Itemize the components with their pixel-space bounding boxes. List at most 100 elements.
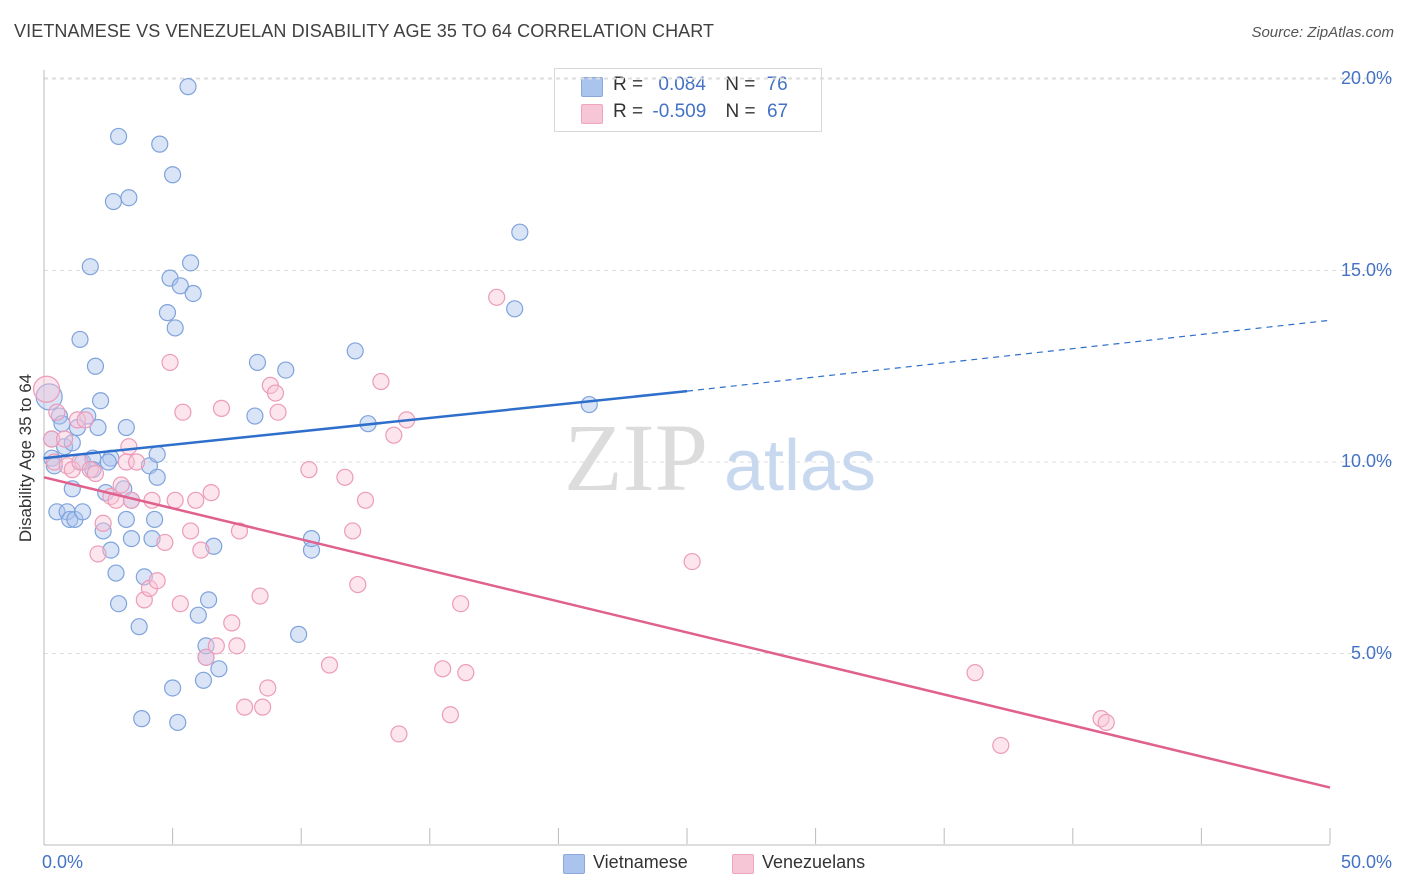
stats-row-venezuelans: R = -0.509 N = 67 <box>555 101 821 127</box>
vietnamese-point <box>151 135 169 153</box>
venezuelans-point <box>212 399 231 417</box>
vietnamese-point <box>580 395 598 414</box>
venezuelans-point <box>385 426 403 444</box>
vietnamese-point <box>182 254 200 272</box>
venezuelans-point <box>266 384 285 402</box>
legend-label: Venezuelans <box>762 852 866 872</box>
venezuelans-point <box>457 664 475 682</box>
vietnamese-point <box>71 330 89 349</box>
vietnamese-point <box>164 166 182 184</box>
vietnamese-point <box>145 510 164 529</box>
y-tick-label: 10.0% <box>1340 451 1392 471</box>
venezuelans-point <box>254 698 272 716</box>
vietnamese-point <box>346 342 364 360</box>
venezuelans-point <box>683 552 701 571</box>
venezuelans-point <box>228 637 246 655</box>
vietnamese-point <box>61 510 79 529</box>
venezuelans-point <box>992 736 1010 755</box>
venezuelans-point <box>269 403 287 421</box>
vietnamese-point <box>194 671 213 689</box>
venezuelans-point <box>372 372 390 391</box>
vietnamese-point <box>102 541 120 559</box>
venezuelans-point <box>344 522 362 540</box>
y-tick-label: 15.0% <box>1340 259 1392 280</box>
venezuelans-point <box>488 288 506 306</box>
vietnamese-point <box>148 468 166 486</box>
vietnamese-point <box>91 392 110 410</box>
venezuelans-point <box>55 430 74 448</box>
venezuelans-point <box>174 403 192 421</box>
series-venezuelans <box>32 288 1115 755</box>
venezuelans-point <box>390 725 408 743</box>
vietnamese-point <box>104 192 123 211</box>
venezuelans-point <box>192 541 210 559</box>
stats-swatch-venezuelans <box>581 104 603 124</box>
legend-label: Vietnamese <box>593 852 688 872</box>
vietnamese-point <box>86 357 105 375</box>
vietnamese-point <box>73 503 92 521</box>
n-value: 67 <box>766 101 789 122</box>
series-vietnamese <box>35 78 598 732</box>
venezuelans-point <box>148 572 166 590</box>
x-tick-label-max: 50.0% <box>1340 852 1392 872</box>
n-label: N = <box>725 101 756 122</box>
vietnamese-point <box>248 353 267 372</box>
venezuelans-point <box>259 679 277 697</box>
grid-lines <box>44 77 1392 654</box>
venezuelans-point <box>182 522 200 540</box>
watermark-zip: ZIP <box>564 404 708 511</box>
venezuelans-point <box>89 545 107 563</box>
watermark-atlas: atlas <box>724 426 876 506</box>
vietnamese-point <box>169 713 187 732</box>
venezuelans-point <box>112 476 130 494</box>
vietnamese-point <box>117 510 135 529</box>
chart-title: VIETNAMESE VS VENEZUELAN DISABILITY AGE … <box>14 21 715 41</box>
source-label: Source: ZipAtlas.com <box>1251 24 1394 41</box>
vietnamese-point <box>158 304 177 322</box>
venezuelans-point <box>76 411 94 429</box>
venezuelans-point <box>251 587 269 605</box>
y-tick-label: 5.0% <box>1350 642 1392 663</box>
vietnamese-point <box>107 564 125 582</box>
watermark: ZIP atlas <box>564 404 876 511</box>
venezuelans-point <box>202 484 220 502</box>
vietnamese-point <box>63 434 81 452</box>
vietnamese-point <box>205 537 223 555</box>
venezuelans-point <box>48 403 66 421</box>
venezuelans-point <box>349 575 367 594</box>
vietnamese-point <box>99 453 117 471</box>
venezuelans-point <box>434 660 452 678</box>
vietnamese-point <box>130 618 148 636</box>
legend-swatch-venezuelans <box>732 854 754 874</box>
vietnamese-point <box>506 300 524 318</box>
venezuelans-point <box>336 468 354 486</box>
vietnamese-trend-extension <box>686 319 1331 392</box>
venezuelans-point <box>223 614 241 632</box>
venezuelans-point <box>441 706 459 724</box>
vietnamese-point <box>166 319 184 337</box>
venezuelans-point <box>1097 713 1115 732</box>
vietnamese-point <box>179 78 197 96</box>
venezuelans-point <box>320 656 339 674</box>
legend-swatch-vietnamese <box>563 854 585 874</box>
venezuelans-point <box>452 595 470 613</box>
venezuelans-point <box>43 430 61 448</box>
venezuelans-point <box>230 522 249 540</box>
vietnamese-point <box>120 189 138 207</box>
vietnamese-point <box>277 361 295 379</box>
vietnamese-point <box>184 284 202 303</box>
venezuelans-point <box>166 491 184 509</box>
venezuelans-point <box>161 353 179 372</box>
venezuelans-point <box>127 453 146 471</box>
venezuelans-point <box>120 438 138 456</box>
venezuelans-point <box>86 464 105 483</box>
venezuelans-point <box>207 637 225 655</box>
vietnamese-point <box>81 258 99 276</box>
vietnamese-point <box>511 223 529 241</box>
vietnamese-point <box>143 529 161 548</box>
vietnamese-trend-line <box>43 389 688 460</box>
venezuelans-point <box>356 491 375 509</box>
vietnamese-point <box>200 591 218 609</box>
vietnamese-point <box>133 710 151 728</box>
